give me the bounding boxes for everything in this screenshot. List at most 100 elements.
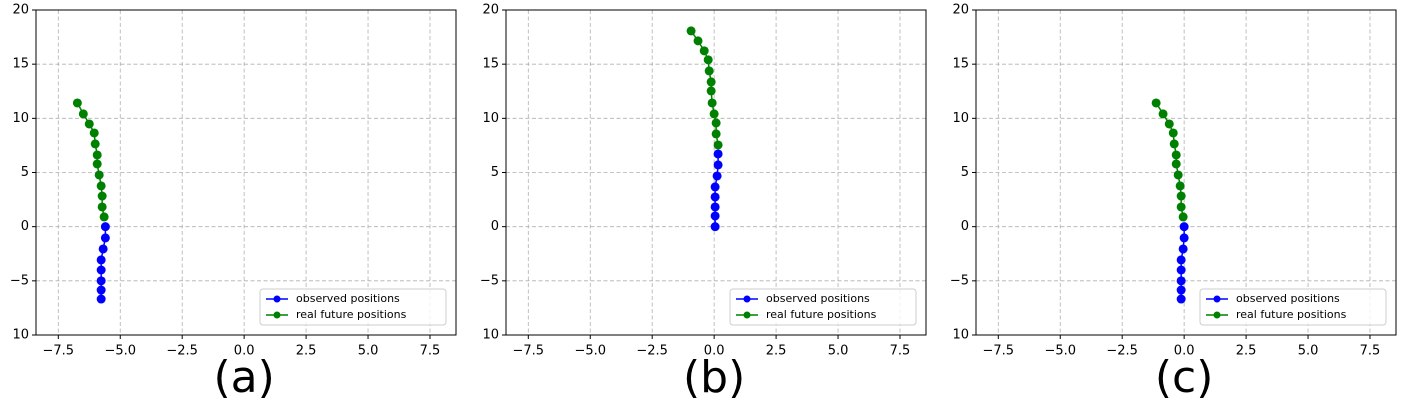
legend-marker — [1213, 295, 1221, 303]
x-tick-label: −2.5 — [1106, 344, 1138, 359]
x-tick-label: −5.0 — [1044, 344, 1076, 359]
point — [1176, 191, 1186, 201]
point — [100, 222, 110, 232]
point — [1176, 285, 1186, 295]
y-tick-label: 10 — [482, 328, 499, 343]
point — [1176, 276, 1186, 286]
y-tick-label: 10 — [952, 111, 969, 126]
chart: 10 −5 0 5 10 15 20 −7.5 −5.0 −2.5 0.0 2.5 5.0 7.5 obse… — [10, 3, 457, 402]
legend-label: real future positions — [766, 308, 877, 321]
x-tick-label: 7.5 — [1360, 344, 1381, 359]
x-tick-label: −2.5 — [166, 344, 198, 359]
point — [1179, 222, 1189, 232]
point — [710, 192, 720, 202]
point — [710, 211, 720, 221]
point — [1176, 265, 1186, 275]
point — [1179, 233, 1189, 243]
point — [686, 26, 696, 36]
point — [1168, 128, 1178, 138]
x-tick-label: −2.5 — [636, 344, 668, 359]
point — [1178, 212, 1188, 222]
plot-frame — [975, 9, 1397, 336]
legend-marker — [273, 295, 281, 303]
point — [712, 171, 722, 181]
y-tick-label: −5 — [10, 273, 29, 288]
y-tick-label: 15 — [12, 57, 29, 72]
point — [72, 98, 82, 108]
caption: (a) — [213, 352, 274, 402]
y-tick-label: 10 — [12, 111, 29, 126]
legend-marker — [743, 295, 751, 303]
point — [706, 86, 716, 96]
point — [94, 170, 104, 180]
legend-box — [729, 288, 917, 326]
point — [710, 182, 720, 192]
point — [84, 119, 94, 129]
legend-label: observed positions — [296, 292, 400, 305]
point — [100, 233, 110, 243]
point — [713, 160, 723, 170]
point — [99, 212, 109, 222]
y-tick-label: 20 — [12, 3, 29, 18]
y-tick-label: 10 — [952, 328, 969, 343]
y-tick-label: 5 — [491, 165, 499, 180]
y-tick-label: 20 — [482, 3, 499, 18]
y-tick-label: 20 — [952, 3, 969, 18]
y-tick-label: 0 — [21, 219, 29, 234]
x-tick-label: −7.5 — [43, 344, 75, 359]
x-tick-label: 5.0 — [1298, 344, 1319, 359]
point — [1158, 109, 1168, 119]
x-tick-label: 2.5 — [1236, 344, 1257, 359]
chart: 10 −5 0 5 10 15 20 −7.5 −5.0 −2.5 0.0 2.5 5.0 7.5 obse… — [950, 3, 1397, 402]
x-tick-label: 5.0 — [358, 344, 379, 359]
point — [1164, 119, 1174, 129]
point — [1169, 139, 1179, 149]
point — [710, 222, 720, 232]
point — [90, 139, 100, 149]
point — [713, 149, 723, 159]
point — [706, 77, 716, 87]
y-tick-label: 10 — [482, 111, 499, 126]
x-tick-label: 5.0 — [828, 344, 849, 359]
point — [92, 159, 102, 169]
x-tick-label: −7.5 — [513, 344, 545, 359]
caption: (c) — [1155, 352, 1214, 402]
legend-label: observed positions — [766, 292, 870, 305]
y-tick-label: 15 — [952, 57, 969, 72]
y-tick-label: 10 — [12, 328, 29, 343]
point — [96, 285, 106, 295]
point — [711, 118, 721, 128]
point — [89, 128, 99, 138]
y-tick-label: −5 — [950, 273, 969, 288]
caption: (b) — [683, 352, 745, 402]
point — [693, 36, 703, 46]
x-tick-label: 2.5 — [296, 344, 317, 359]
y-tick-label: 0 — [491, 219, 499, 234]
point — [1171, 150, 1181, 160]
point — [1151, 98, 1161, 108]
point — [1171, 159, 1181, 169]
x-tick-label: 7.5 — [420, 344, 441, 359]
x-tick-label: 0.0 — [1174, 344, 1195, 359]
x-tick-label: 2.5 — [766, 344, 787, 359]
legend-box — [259, 288, 447, 326]
point — [96, 265, 106, 275]
y-tick-label: 5 — [961, 165, 969, 180]
chart: 10 −5 0 5 10 15 20 −7.5 −5.0 −2.5 0.0 2.5 5.0 7.5 obse… — [480, 3, 927, 402]
y-tick-label: 0 — [961, 219, 969, 234]
point — [97, 202, 107, 212]
plot-frame — [505, 9, 927, 336]
point — [711, 129, 721, 139]
point — [96, 276, 106, 286]
y-tick-label: 5 — [21, 165, 29, 180]
point — [709, 109, 719, 119]
legend-marker — [1213, 311, 1221, 319]
legend-marker — [273, 311, 281, 319]
point — [92, 150, 102, 160]
x-tick-label: −5.0 — [104, 344, 136, 359]
point — [713, 140, 723, 150]
x-tick-label: 7.5 — [890, 344, 911, 359]
x-tick-label: 0.0 — [234, 344, 255, 359]
point — [1176, 255, 1186, 265]
